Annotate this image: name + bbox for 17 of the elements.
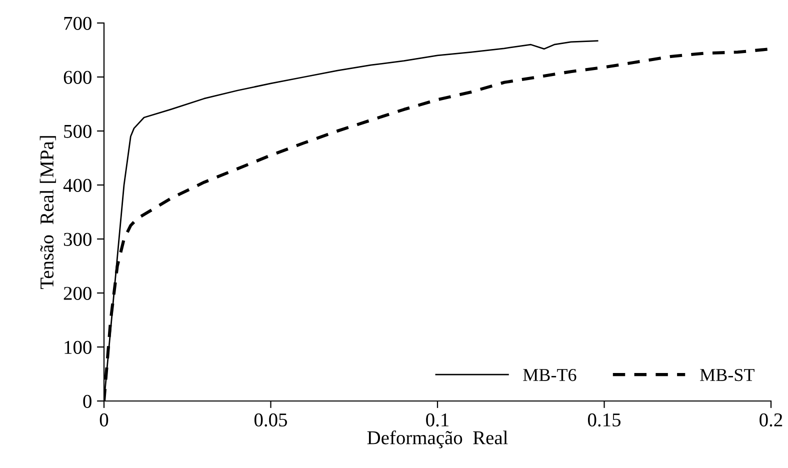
y-tick-label: 200 — [64, 286, 92, 300]
y-tick-label: 300 — [64, 232, 92, 246]
y-axis-title: Tensão Real [MPa] — [40, 136, 56, 289]
y-tick-label: 700 — [64, 16, 92, 30]
y-tick-label: 400 — [63, 178, 92, 192]
x-tick-label: 0 — [100, 413, 108, 426]
y-tick-label: 600 — [64, 70, 92, 84]
x-tick-label: 0.2 — [760, 413, 782, 427]
y-tick-label: 500 — [64, 124, 92, 138]
x-axis-title: Deformação Real — [367, 430, 508, 448]
x-tick-label: 0.1 — [426, 413, 448, 427]
x-tick-label: 0.05 — [254, 413, 288, 427]
y-tick-label: 0 — [83, 394, 92, 408]
x-tick-label: 0.15 — [588, 413, 621, 427]
y-tick-label: 100 — [64, 340, 92, 354]
legend-label: MB-ST — [700, 368, 754, 382]
legend-label: MB-T6 — [523, 368, 576, 382]
